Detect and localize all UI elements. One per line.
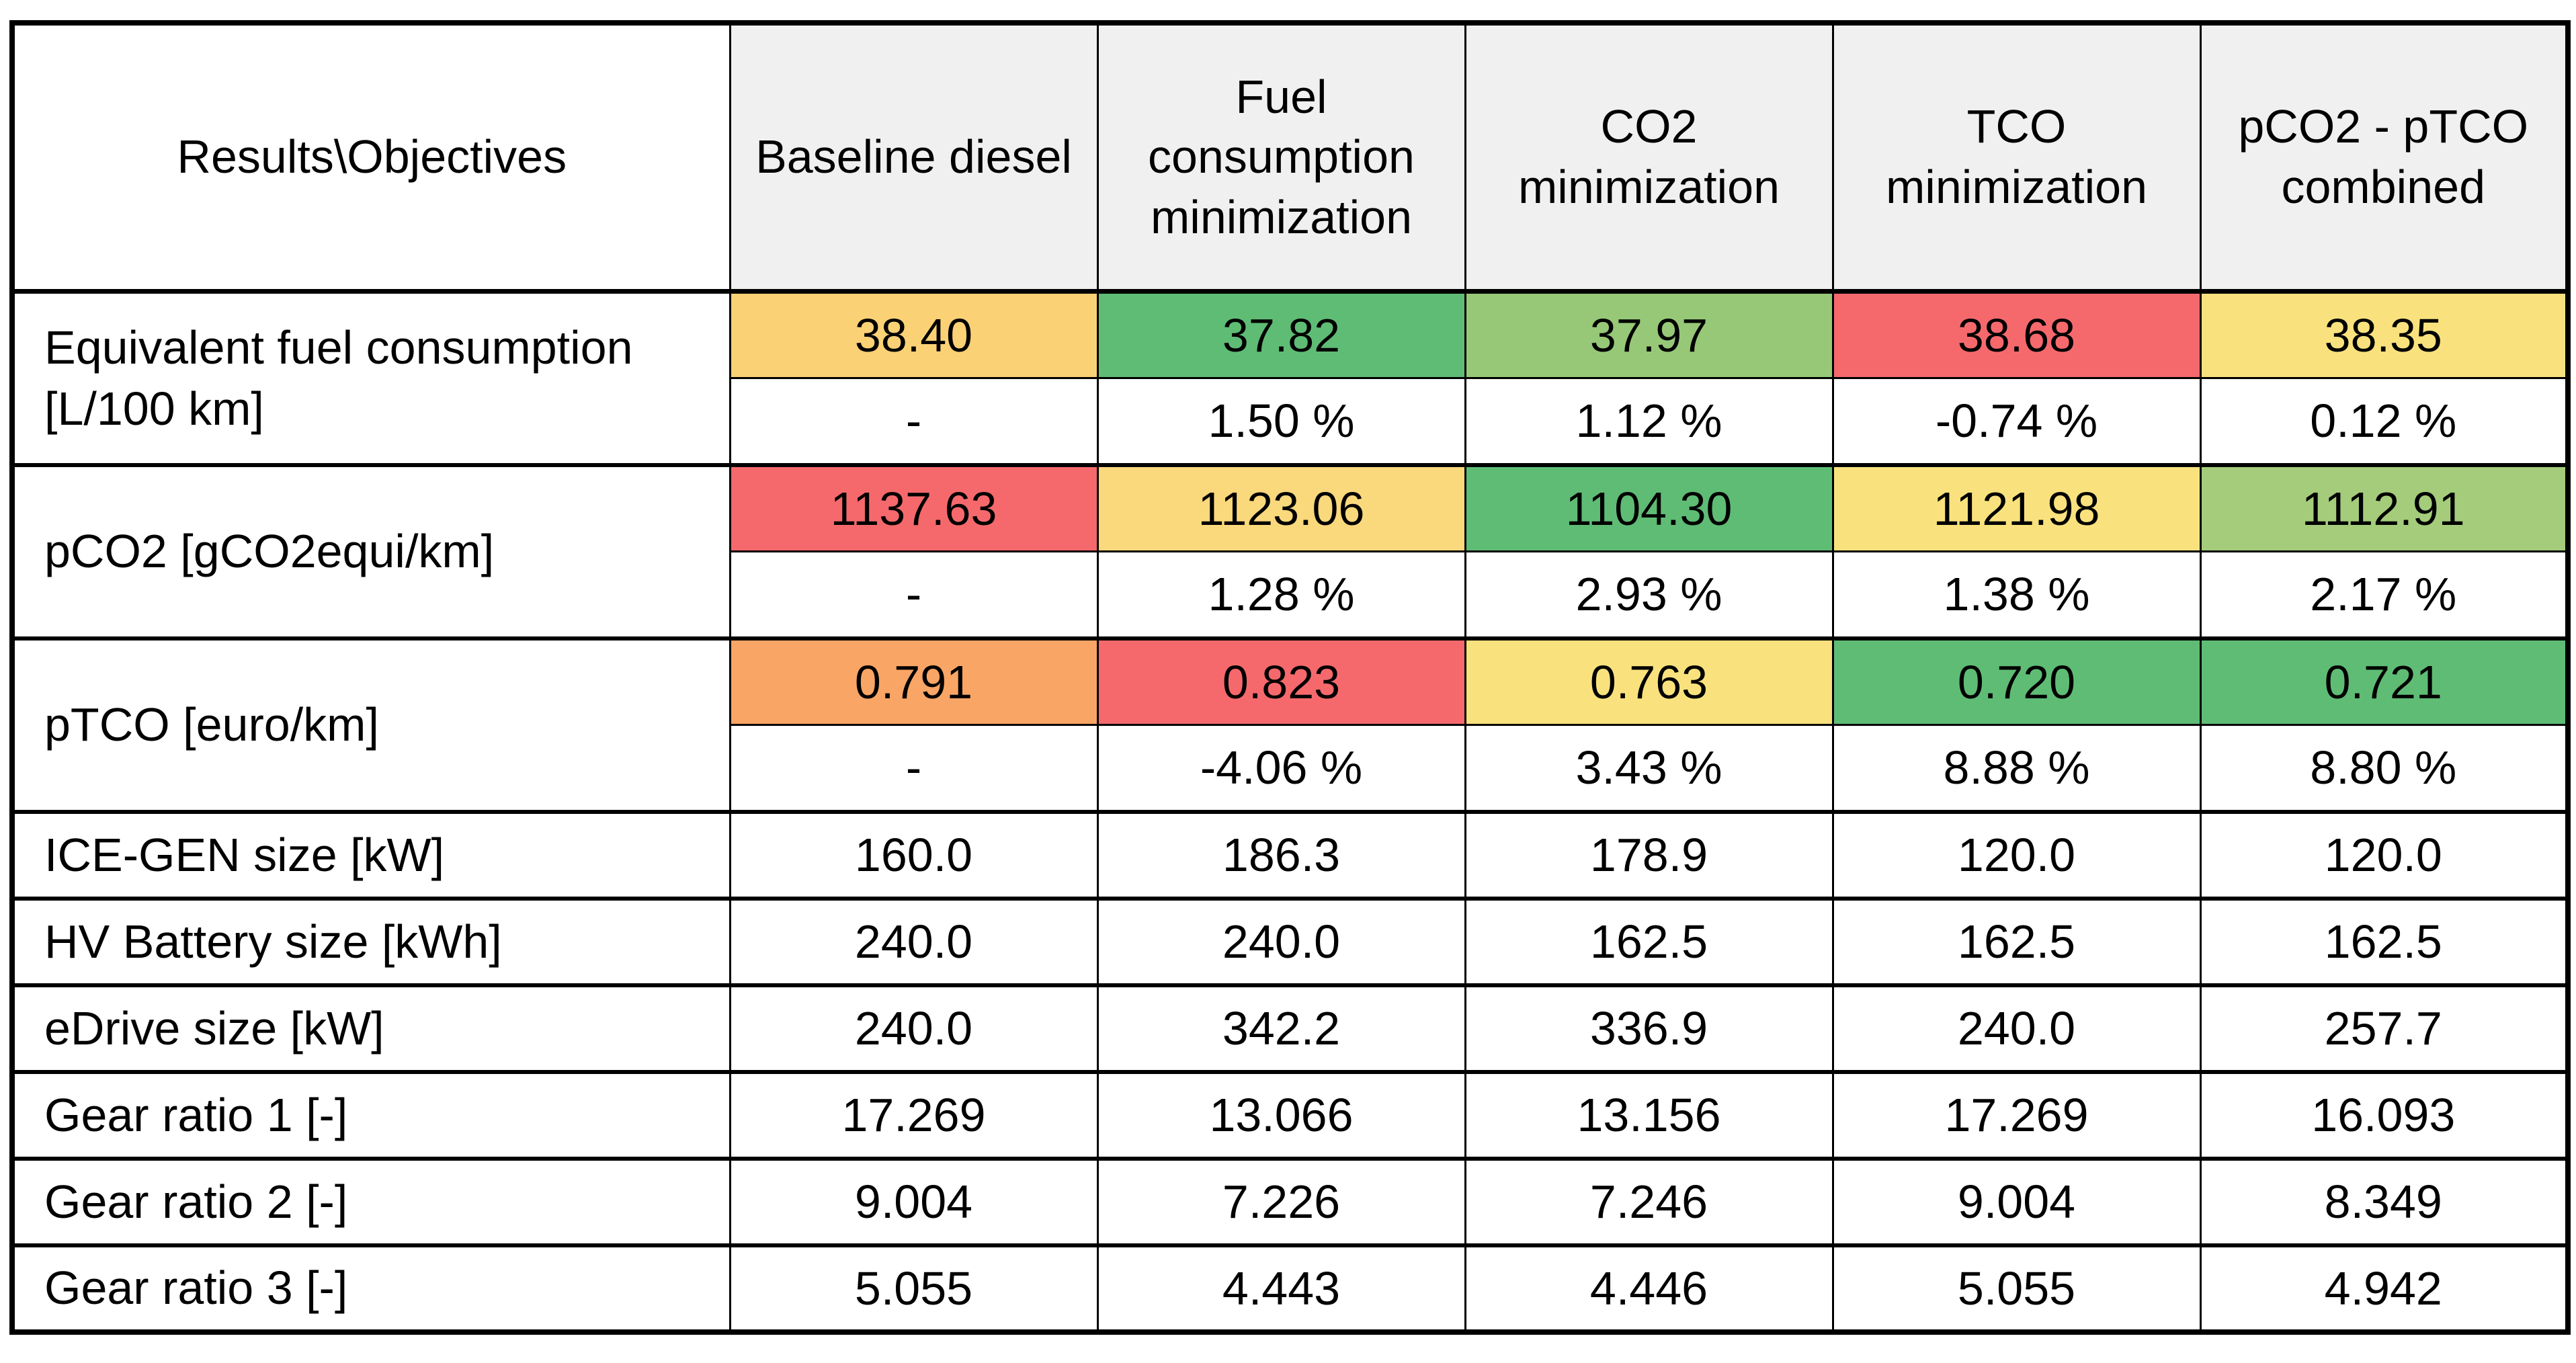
value-cell: 336.9 (1464, 983, 1834, 1073)
value-cell: 0.720 (1831, 636, 2202, 726)
row-label-gear-ratio-1: Gear ratio 1 [-] (11, 1069, 731, 1159)
value-cell: 17.269 (1831, 1069, 2202, 1159)
value-cell: 9.004 (1831, 1156, 2202, 1246)
value-cell: 240.0 (1831, 983, 2202, 1073)
value-cell: 1112.91 (2199, 462, 2569, 552)
edrive-size-row: eDrive size [kW] 240.0 342.2 336.9 240.0… (11, 983, 2569, 1073)
corner-header-cell: Results\Objectives (11, 22, 731, 294)
value-cell: 1121.98 (1831, 462, 2202, 552)
ice-gen-size-row: ICE-GEN size [kW] 160.0 186.3 178.9 120.… (11, 809, 2569, 899)
value-cell: 240.0 (729, 983, 1099, 1073)
value-cell: 37.82 (1096, 289, 1466, 379)
row-label-fuel-consumption: Equivalent fuel consumption [L/100 km] (11, 289, 731, 466)
delta-cell: 3.43 % (1464, 724, 1834, 813)
value-cell: 9.004 (729, 1156, 1099, 1246)
value-cell: 38.68 (1831, 289, 2202, 379)
value-cell: 1123.06 (1096, 462, 1466, 552)
gear-ratio-3-row: Gear ratio 3 [-] 5.055 4.443 4.446 5.055… (11, 1243, 2569, 1333)
delta-cell: 8.88 % (1831, 724, 2202, 813)
value-cell: 0.763 (1464, 636, 1834, 726)
value-cell: 38.40 (729, 289, 1099, 379)
value-cell: 0.823 (1096, 636, 1466, 726)
value-cell: 257.7 (2199, 983, 2569, 1073)
delta-cell: - (729, 550, 1099, 639)
value-cell: 0.791 (729, 636, 1099, 726)
row-label-gear-ratio-2: Gear ratio 2 [-] (11, 1156, 731, 1246)
col-header-co2-minimization: CO2 minimization (1464, 22, 1834, 294)
delta-cell: 2.17 % (2199, 550, 2569, 639)
delta-cell: - (729, 724, 1099, 813)
value-cell: 1104.30 (1464, 462, 1834, 552)
value-cell: 16.093 (2199, 1069, 2569, 1159)
delta-cell: 1.12 % (1464, 377, 1834, 466)
row-label-ice-gen-size: ICE-GEN size [kW] (11, 809, 731, 899)
delta-cell: 1.38 % (1831, 550, 2202, 639)
value-cell: 37.97 (1464, 289, 1834, 379)
col-header-tco-minimization: TCO minimization (1831, 22, 2202, 294)
header-row: Results\Objectives Baseline diesel Fuel … (11, 22, 2569, 294)
row-label-edrive-size: eDrive size [kW] (11, 983, 731, 1073)
value-cell: 4.446 (1464, 1243, 1834, 1333)
value-cell: 160.0 (729, 809, 1099, 899)
col-header-fuel-consumption-minimization: Fuel consumption minimization (1096, 22, 1466, 294)
value-cell: 1137.63 (729, 462, 1099, 552)
value-cell: 240.0 (1096, 896, 1466, 986)
delta-cell: 2.93 % (1464, 550, 1834, 639)
value-cell: 5.055 (729, 1243, 1099, 1333)
delta-cell: 0.12 % (2199, 377, 2569, 466)
value-cell: 8.349 (2199, 1156, 2569, 1246)
value-cell: 162.5 (2199, 896, 2569, 986)
ptco-value-row: pTCO [euro/km] 0.791 0.823 0.763 0.720 0… (11, 636, 2569, 813)
fuel-consumption-delta-row: - 1.50 % 1.12 % -0.74 % 0.12 % (12, 377, 2569, 466)
row-label-pco2: pCO2 [gCO2equi/km] (11, 462, 731, 639)
value-cell: 162.5 (1831, 896, 2202, 986)
row-label-gear-ratio-3: Gear ratio 3 [-] (11, 1243, 731, 1333)
gear-ratio-1-row: Gear ratio 1 [-] 17.269 13.066 13.156 17… (11, 1069, 2569, 1159)
value-cell: 186.3 (1096, 809, 1466, 899)
value-cell: 4.443 (1096, 1243, 1466, 1333)
row-label-ptco: pTCO [euro/km] (11, 636, 731, 813)
value-cell: 7.246 (1464, 1156, 1834, 1246)
gear-ratio-2-row: Gear ratio 2 [-] 9.004 7.226 7.246 9.004… (11, 1156, 2569, 1246)
value-cell: 0.721 (2199, 636, 2569, 726)
value-cell: 162.5 (1464, 896, 1834, 986)
value-cell: 17.269 (729, 1069, 1099, 1159)
value-cell: 7.226 (1096, 1156, 1466, 1246)
delta-cell: 8.80 % (2199, 724, 2569, 813)
delta-cell: 1.28 % (1096, 550, 1466, 639)
ptco-delta-row: - -4.06 % 3.43 % 8.88 % 8.80 % (12, 724, 2569, 813)
value-cell: 178.9 (1464, 809, 1834, 899)
value-cell: 120.0 (2199, 809, 2569, 899)
row-label-hv-battery-size: HV Battery size [kWh] (11, 896, 731, 986)
value-cell: 4.942 (2199, 1243, 2569, 1333)
fuel-consumption-value-row: Equivalent fuel consumption [L/100 km] 3… (11, 289, 2569, 466)
delta-cell: 1.50 % (1096, 377, 1466, 466)
pco2-value-row: pCO2 [gCO2equi/km] 1137.63 1123.06 1104.… (11, 462, 2569, 639)
value-cell: 5.055 (1831, 1243, 2202, 1333)
value-cell: 120.0 (1831, 809, 2202, 899)
value-cell: 13.066 (1096, 1069, 1466, 1159)
value-cell: 240.0 (729, 896, 1099, 986)
results-objectives-table: Results\Objectives Baseline diesel Fuel … (9, 20, 2571, 1335)
value-cell: 38.35 (2199, 289, 2569, 379)
delta-cell: -4.06 % (1096, 724, 1466, 813)
hv-battery-size-row: HV Battery size [kWh] 240.0 240.0 162.5 … (11, 896, 2569, 986)
value-cell: 342.2 (1096, 983, 1466, 1073)
col-header-pco2-ptco-combined: pCO2 - pTCO combined (2199, 22, 2569, 294)
col-header-baseline-diesel: Baseline diesel (729, 22, 1099, 294)
delta-cell: - (729, 377, 1099, 466)
delta-cell: -0.74 % (1831, 377, 2202, 466)
value-cell: 13.156 (1464, 1069, 1834, 1159)
pco2-delta-row: - 1.28 % 2.93 % 1.38 % 2.17 % (12, 550, 2569, 639)
